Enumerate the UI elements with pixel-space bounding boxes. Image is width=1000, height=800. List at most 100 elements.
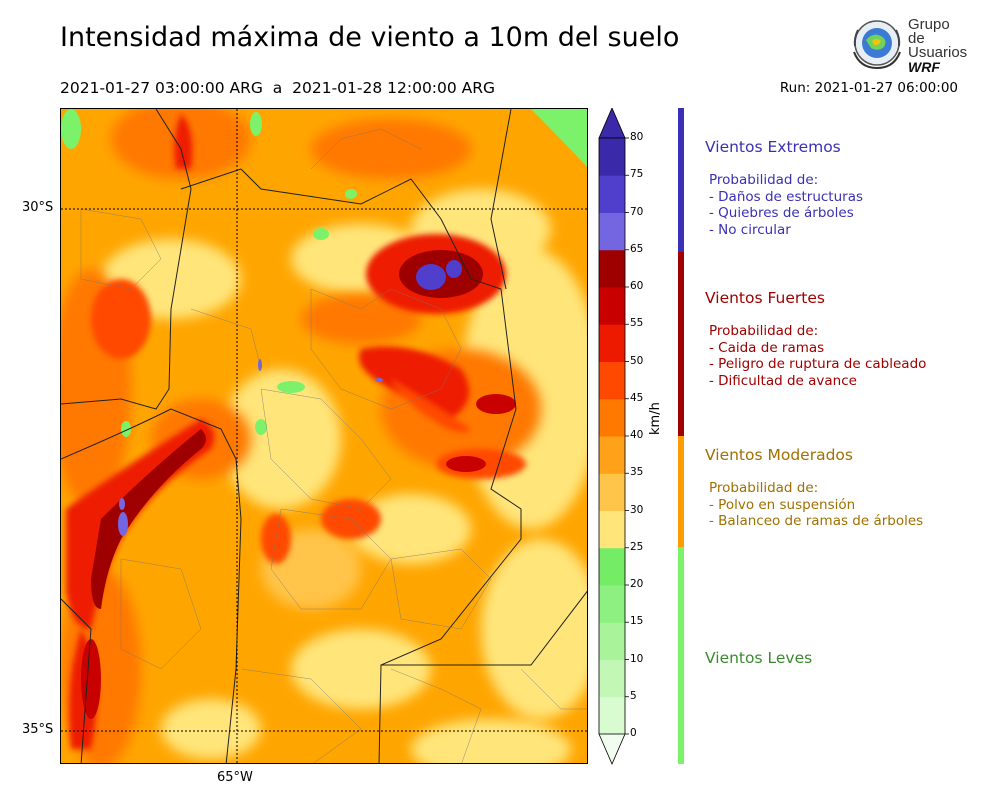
border-line [490, 109, 512, 290]
colorbar-tick-label: 35 [630, 466, 644, 479]
category-moderados: Vientos Moderados Probabilidad de: - Pol… [705, 446, 995, 530]
category-bar-moderados [678, 436, 684, 547]
wrf-logo: Grupo de Usuarios WRF [848, 16, 968, 75]
category-fuertes: Vientos Fuertes Probabilidad de: - Caida… [705, 289, 995, 389]
colorbar-segment [599, 361, 625, 400]
wrf-globe-icon [853, 20, 901, 70]
colorbar-tick-label: 5 [630, 689, 637, 702]
wind-zone [446, 456, 486, 472]
border-line [381, 590, 587, 666]
border-line [120, 558, 202, 670]
colorbar-segment [599, 696, 625, 735]
colorbar-tick-label: 65 [630, 242, 644, 255]
logo-line-1: Grupo de [908, 16, 950, 47]
colorbar-tick-label: 20 [630, 578, 644, 590]
wind-zone [416, 264, 446, 290]
border-line [390, 668, 482, 763]
logo-line-3: WRF [908, 59, 940, 75]
colorbar-segment [599, 249, 625, 288]
wind-map [60, 108, 588, 764]
colorbar-tick-label: 45 [630, 391, 644, 404]
wind-zone [476, 394, 516, 414]
colorbar-tick-label: 75 [630, 168, 644, 181]
colorbar-tick-label: 10 [630, 652, 644, 665]
category-name: Vientos Extremos [705, 138, 841, 156]
wind-zone [81, 639, 101, 719]
border-line [260, 388, 392, 510]
colorbar-segment [599, 287, 625, 325]
colorbar-segment [599, 622, 625, 660]
category-description: Probabilidad de: - Caida de ramas - Peli… [709, 323, 927, 389]
wind-zone [351, 494, 471, 564]
category-description: Probabilidad de: - Daños de estructuras … [709, 172, 864, 238]
colorbar-segment [599, 175, 625, 213]
wind-zone [375, 378, 383, 382]
border-line [61, 408, 242, 763]
category-name: Vientos Moderados [705, 446, 853, 464]
category-name: Vientos Leves [705, 649, 813, 667]
lon-label-65w: 65°W [217, 770, 253, 785]
lat-label-35s: 35°S [22, 722, 54, 737]
logo-line-2: Usuarios [908, 44, 968, 61]
wind-zone [391, 379, 471, 433]
colorbar-extend-min [598, 733, 626, 766]
category-bar-extremos [678, 108, 684, 252]
border-line [270, 508, 392, 610]
wind-zone [359, 346, 469, 419]
wind-zone [174, 114, 193, 169]
run-time: Run: 2021-01-27 06:00:00 [779, 80, 958, 96]
colorbar-segment [599, 547, 625, 586]
category-leves: Vientos Leves [705, 649, 995, 667]
wind-zone [277, 381, 305, 393]
colorbar-extend-max [598, 108, 626, 139]
wind-field-svg [61, 109, 587, 763]
colorbar-tick-label: 15 [630, 615, 644, 628]
border-line [520, 668, 587, 710]
wind-zone [291, 629, 431, 709]
colorbar-segment [599, 585, 625, 623]
wind-zone [255, 419, 267, 435]
border-line [310, 128, 422, 170]
colorbar-segment [599, 659, 625, 698]
category-description: Probabilidad de: - Polvo en suspensión -… [709, 480, 924, 529]
colorbar-tick-label: 40 [630, 429, 644, 441]
border-line [240, 668, 362, 763]
wind-zone [411, 719, 571, 763]
department-borders [80, 128, 587, 763]
border-line [390, 548, 492, 630]
border-line [61, 109, 192, 410]
wind-zone [91, 279, 151, 359]
colorbar-tick-label: 80 [630, 131, 644, 143]
wind-zone [531, 109, 587, 167]
colorbar-tick-label: 50 [630, 354, 644, 367]
colorbar-segment [599, 138, 625, 176]
colorbar-segment [599, 324, 625, 362]
wind-zone [345, 189, 357, 199]
valid-period: 2021-01-27 03:00:00 ARG a 2021-01-28 12:… [60, 79, 496, 97]
lat-label-30s: 30°S [22, 200, 54, 215]
wind-zone [446, 260, 462, 278]
wind-zone [301, 294, 421, 344]
colorbar-segment [599, 212, 625, 251]
wind-zone [119, 498, 125, 510]
wind-zone [250, 112, 262, 136]
wind-zone [61, 109, 81, 149]
wind-zone [91, 429, 206, 609]
colorbar-segment [599, 436, 625, 474]
colorbar-segment [599, 398, 625, 437]
colorbar-segment [599, 510, 625, 549]
colorbar [598, 108, 629, 766]
border-line [240, 168, 522, 763]
wind-green-areas [61, 109, 587, 437]
wind-zone [121, 421, 131, 437]
colorbar-tick-label: 60 [630, 280, 644, 292]
border-line [190, 308, 262, 370]
wind-zone [221, 369, 341, 509]
border-line [310, 288, 462, 410]
colorbar-tick-label: 70 [630, 205, 644, 218]
colorbar-tick-label: 0 [630, 727, 637, 739]
category-extremos: Vientos Extremos Probabilidad de: - Daño… [705, 138, 995, 238]
wind-zone [161, 699, 261, 759]
border-line [80, 208, 162, 290]
border-line [180, 168, 242, 190]
